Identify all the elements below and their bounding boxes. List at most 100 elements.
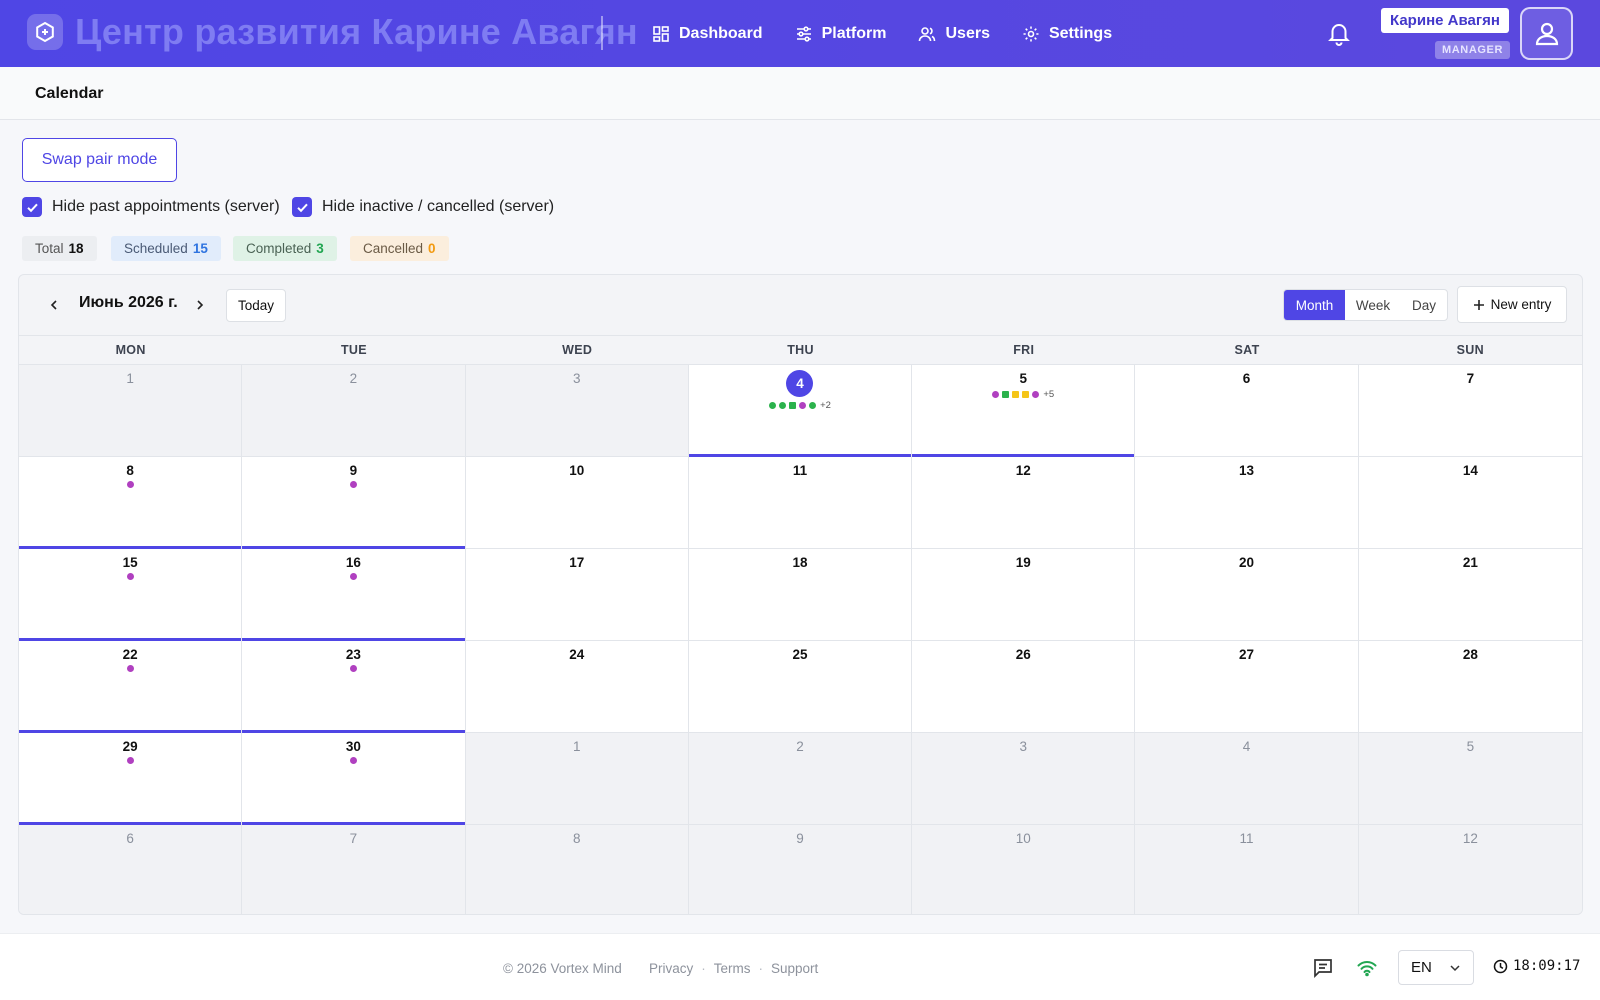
day-cell[interactable]: 6 — [19, 825, 243, 914]
day-number: 3 — [1019, 739, 1028, 754]
event-dot — [1032, 391, 1040, 398]
day-number: 6 — [1242, 371, 1251, 386]
stat-cancelled-badge: Cancelled 0 — [350, 236, 449, 261]
day-cell[interactable]: 1 — [465, 733, 689, 825]
day-number: 2 — [349, 371, 358, 386]
day-cell[interactable]: 12 — [912, 457, 1136, 549]
hide-past-checkbox[interactable] — [22, 197, 42, 217]
day-cell[interactable]: 5 — [1358, 733, 1582, 825]
sliders-icon — [796, 25, 811, 42]
day-cell[interactable]: 1 — [19, 365, 243, 457]
day-cell[interactable]: 28 — [1358, 641, 1582, 733]
day-number: 8 — [126, 463, 134, 478]
day-cell[interactable]: 15 — [19, 549, 243, 641]
event-dot — [992, 391, 1000, 398]
day-cell[interactable]: 3 — [912, 733, 1136, 825]
top-navigation-bar: Центр развития Карине Авагян Dashboard P… — [0, 0, 1600, 67]
hide-past-label: Hide past appointments (server) — [52, 198, 280, 215]
day-cell[interactable]: 21 — [1358, 549, 1582, 641]
day-cell[interactable]: 2 — [688, 733, 913, 825]
hide-inactive-checkbox[interactable] — [292, 197, 312, 217]
nav-settings[interactable]: Settings — [1022, 25, 1112, 43]
user-name[interactable]: Карине Авагян — [1381, 8, 1509, 33]
nav-dashboard[interactable]: Dashboard — [652, 25, 763, 43]
brand-title[interactable]: Центр развития Карине Авагян — [75, 11, 638, 52]
view-week-button[interactable]: Week — [1355, 297, 1391, 313]
hide-inactive-toggle[interactable]: Hide inactive / cancelled (server) — [292, 197, 554, 217]
day-cell[interactable]: 3 — [465, 365, 689, 457]
stat-scheduled-value: 15 — [192, 241, 208, 256]
footer-copyright: © 2026 Vortex Mind — [503, 961, 622, 976]
hide-past-toggle[interactable]: Hide past appointments (server) — [22, 197, 280, 217]
event-dot — [1022, 391, 1030, 398]
footer-link-support[interactable]: Support — [771, 961, 819, 976]
new-entry-label: New entry — [1490, 297, 1552, 312]
event-dot — [126, 573, 134, 580]
day-cell[interactable]: 22 — [19, 641, 243, 733]
page-title: Calendar — [35, 85, 104, 102]
day-cell[interactable]: 2 — [242, 365, 466, 457]
prev-month-button[interactable] — [42, 293, 66, 317]
day-number: 10 — [569, 463, 585, 478]
month-label: Июнь 2026 г. — [79, 294, 178, 311]
user-avatar-button[interactable] — [1520, 7, 1573, 60]
day-cell[interactable]: 14 — [1358, 457, 1582, 549]
event-dot — [779, 402, 787, 409]
event-dot — [809, 402, 817, 409]
chat-icon[interactable] — [1312, 957, 1334, 979]
nav-users[interactable]: Users — [918, 25, 990, 43]
event-dot — [769, 402, 777, 409]
day-cell[interactable]: 9 — [688, 825, 913, 914]
weekday-fri: FRI — [1013, 343, 1035, 357]
day-cell[interactable]: 27 — [1135, 641, 1359, 733]
view-day-button[interactable]: Day — [1411, 297, 1436, 313]
day-number: 30 — [345, 739, 361, 754]
day-cell[interactable]: 7 — [242, 825, 466, 914]
language-select[interactable]: EN — [1398, 950, 1474, 985]
bell-icon[interactable] — [1326, 20, 1352, 46]
new-entry-button[interactable]: New entry — [1457, 286, 1567, 323]
day-cell[interactable]: 30 — [242, 733, 466, 825]
day-number: 10 — [1015, 831, 1031, 846]
day-cell[interactable]: 9 — [242, 457, 466, 549]
day-cell[interactable]: 4 +2 — [688, 365, 913, 457]
brand-logo-icon[interactable] — [27, 14, 63, 50]
nav-platform[interactable]: Platform — [795, 25, 886, 43]
day-cell[interactable]: 24 — [465, 641, 689, 733]
user-icon — [1535, 22, 1558, 45]
calendar-toolbar: Июнь 2026 г. Today Month Week Day New en… — [19, 275, 1582, 335]
day-cell[interactable]: 23 — [242, 641, 466, 733]
view-month-button[interactable]: Month — [1284, 290, 1345, 320]
day-cell[interactable]: 29 — [19, 733, 243, 825]
day-cell[interactable]: 26 — [912, 641, 1136, 733]
day-cell[interactable]: 8 — [465, 825, 689, 914]
day-cell[interactable]: 19 — [912, 549, 1136, 641]
day-cell[interactable]: 10 — [912, 825, 1136, 914]
day-cell[interactable]: 17 — [465, 549, 689, 641]
day-cell[interactable]: 16 — [242, 549, 466, 641]
view-switcher: Month Week Day — [1283, 289, 1448, 321]
day-cell[interactable]: 5 +5 — [912, 365, 1136, 457]
day-cell[interactable]: 8 — [19, 457, 243, 549]
footer-link-terms[interactable]: Terms — [713, 961, 751, 976]
day-cell[interactable]: 13 — [1135, 457, 1359, 549]
day-number: 9 — [349, 463, 358, 478]
swap-pair-mode-button[interactable]: Swap pair mode — [22, 138, 177, 182]
day-cell[interactable]: 4 — [1135, 733, 1359, 825]
day-cell[interactable]: 20 — [1135, 549, 1359, 641]
day-cell[interactable]: 11 — [688, 457, 913, 549]
event-indicators — [242, 573, 464, 580]
day-cell[interactable]: 25 — [688, 641, 913, 733]
stat-cancelled-label: Cancelled — [363, 241, 424, 256]
day-cell[interactable]: 10 — [465, 457, 689, 549]
day-cell[interactable]: 18 — [688, 549, 913, 641]
day-cell[interactable]: 7 — [1358, 365, 1582, 457]
footer-link-privacy[interactable]: Privacy — [649, 961, 694, 976]
day-cell[interactable]: 12 — [1358, 825, 1582, 914]
day-cell[interactable]: 11 — [1135, 825, 1359, 914]
today-button[interactable]: Today — [226, 289, 286, 322]
next-month-button[interactable] — [188, 293, 212, 317]
day-number: 29 — [122, 739, 138, 754]
calendar: Июнь 2026 г. Today Month Week Day New en… — [18, 274, 1583, 915]
day-cell[interactable]: 6 — [1135, 365, 1359, 457]
